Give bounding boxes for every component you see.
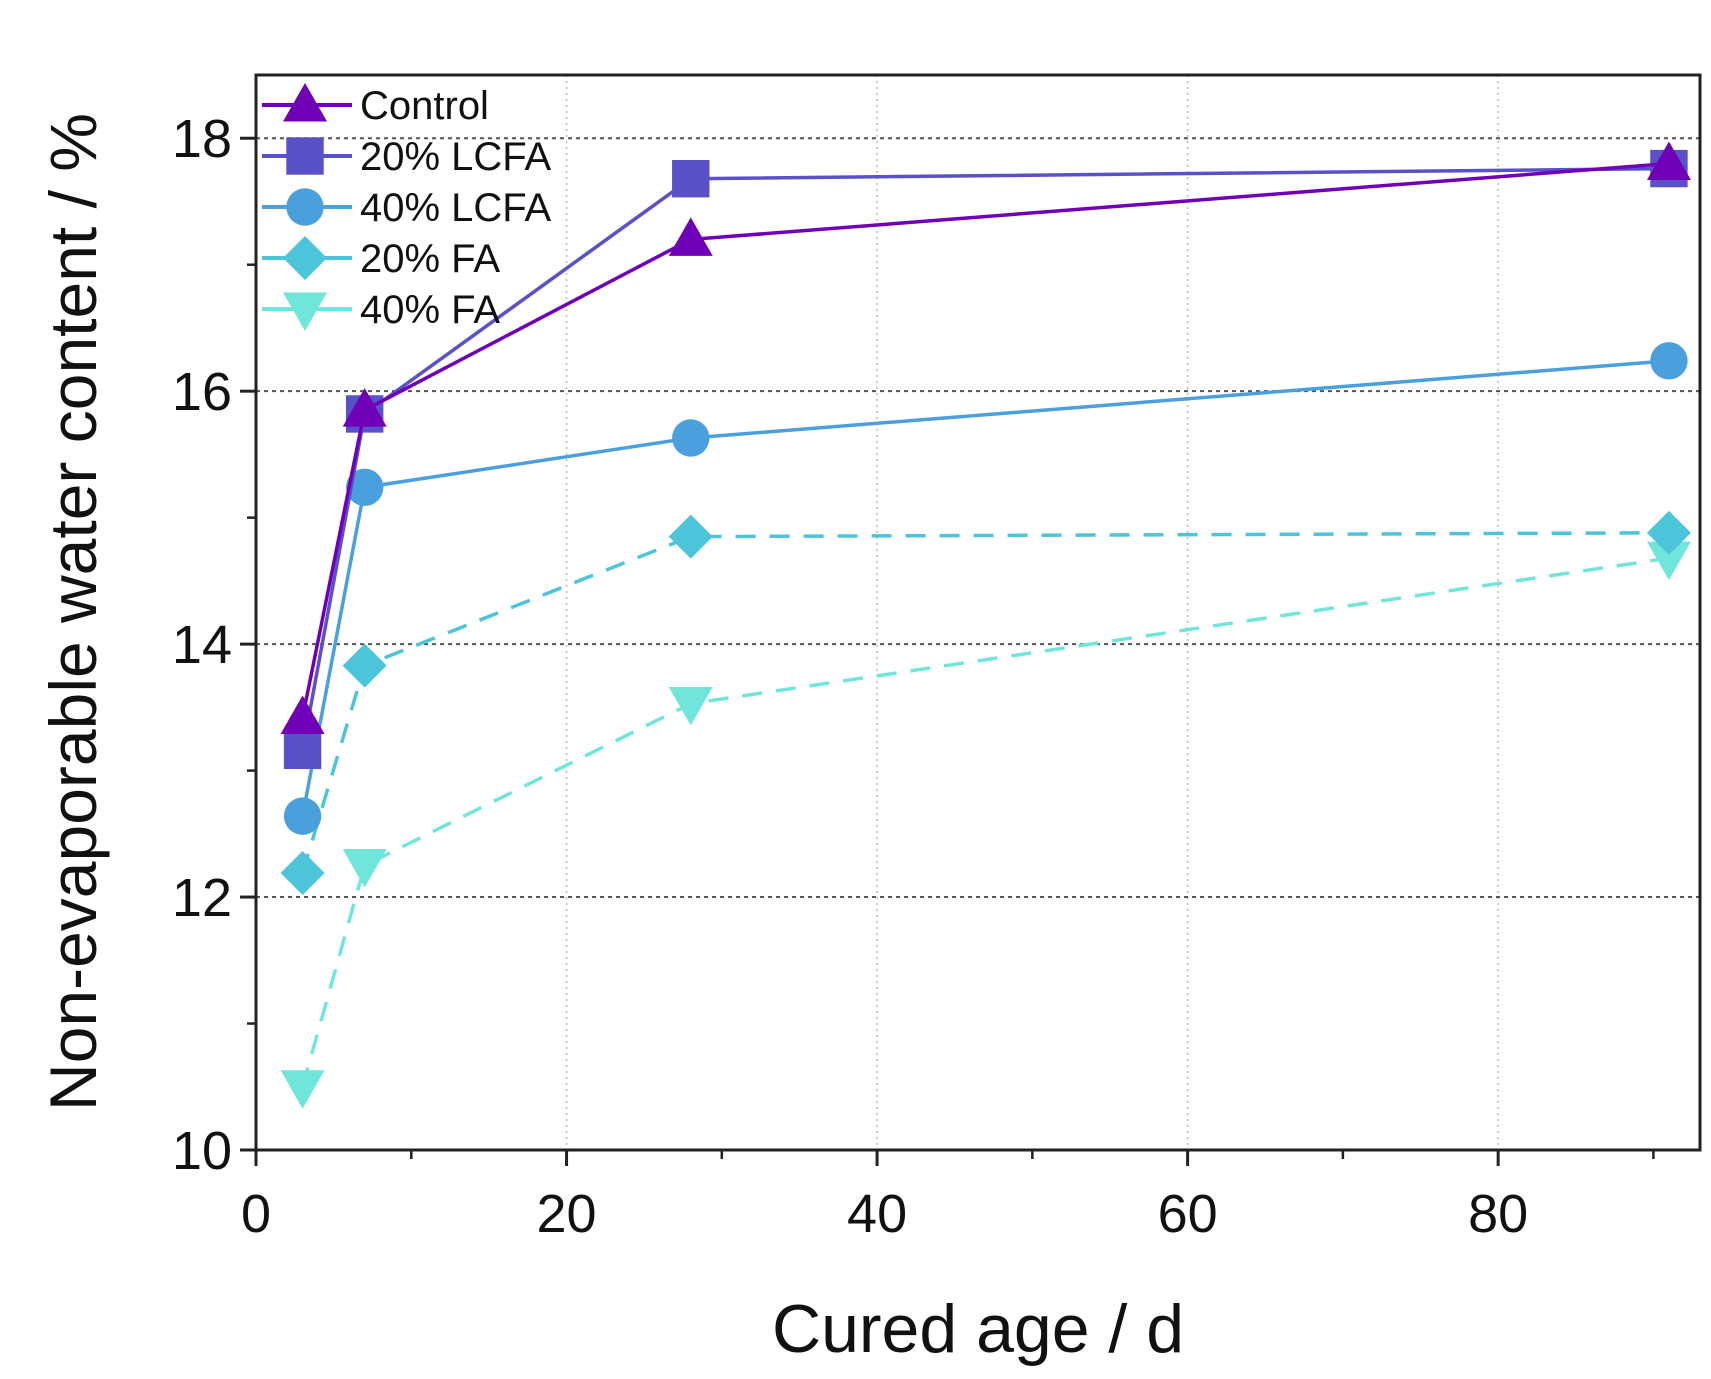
grid	[256, 75, 1700, 1150]
x-tick-label: 80	[1468, 1184, 1528, 1244]
series-line	[300, 359, 1670, 817]
data-point	[345, 468, 384, 506]
legend-marker	[283, 236, 327, 280]
legend-marker	[283, 83, 327, 122]
data-point	[668, 217, 713, 256]
data-point	[1646, 510, 1691, 555]
plot-frame	[254, 73, 1702, 1152]
data-point	[342, 848, 387, 888]
y-tick-label: 14	[172, 615, 232, 675]
series-line	[300, 531, 1669, 874]
series-line	[300, 161, 1670, 718]
x-tick-label: 40	[847, 1184, 907, 1244]
data-point	[1646, 541, 1691, 581]
y-tick-label: 12	[172, 868, 232, 928]
legend-label: 40% LCFA	[360, 186, 552, 230]
legend-marker	[283, 292, 327, 331]
data-point	[672, 419, 710, 457]
legend-marker	[286, 137, 324, 175]
data-point	[283, 731, 322, 770]
y-tick-label: 10	[172, 1121, 232, 1181]
legend-label: 20% FA	[360, 237, 500, 281]
data-point	[1650, 342, 1688, 380]
series-group	[280, 141, 1691, 1109]
data-point	[280, 695, 325, 734]
x-axis-label: Cured age / d	[772, 1291, 1184, 1367]
data-point	[342, 388, 387, 427]
y-axis-label: Non-evaporable water content / %	[36, 113, 110, 1111]
axes: 0 20 40 60 80 10 12 14 16 18	[172, 109, 1655, 1244]
legend-label: 40% FA	[360, 288, 500, 332]
data-point	[342, 643, 387, 688]
y-tick-label: 16	[172, 362, 232, 422]
data-point	[1646, 141, 1691, 181]
series-line	[300, 166, 1669, 751]
data-point	[672, 160, 710, 198]
data-point	[280, 1070, 325, 1109]
data-point	[668, 687, 713, 726]
data-point	[668, 514, 713, 559]
x-tick-label: 0	[241, 1184, 271, 1244]
legend-marker	[286, 188, 324, 226]
legend-label: Control	[360, 84, 489, 128]
legend: Control 20% LCFA 40% LCFA 20% FA 40% FA	[262, 83, 552, 332]
data-point	[280, 851, 325, 896]
series-line	[300, 556, 1670, 1088]
y-tick-label: 18	[172, 109, 232, 169]
x-tick-label: 20	[536, 1184, 596, 1244]
legend-label: 20% LCFA	[360, 135, 552, 179]
x-tick-label: 60	[1158, 1184, 1218, 1244]
data-point	[283, 797, 322, 835]
